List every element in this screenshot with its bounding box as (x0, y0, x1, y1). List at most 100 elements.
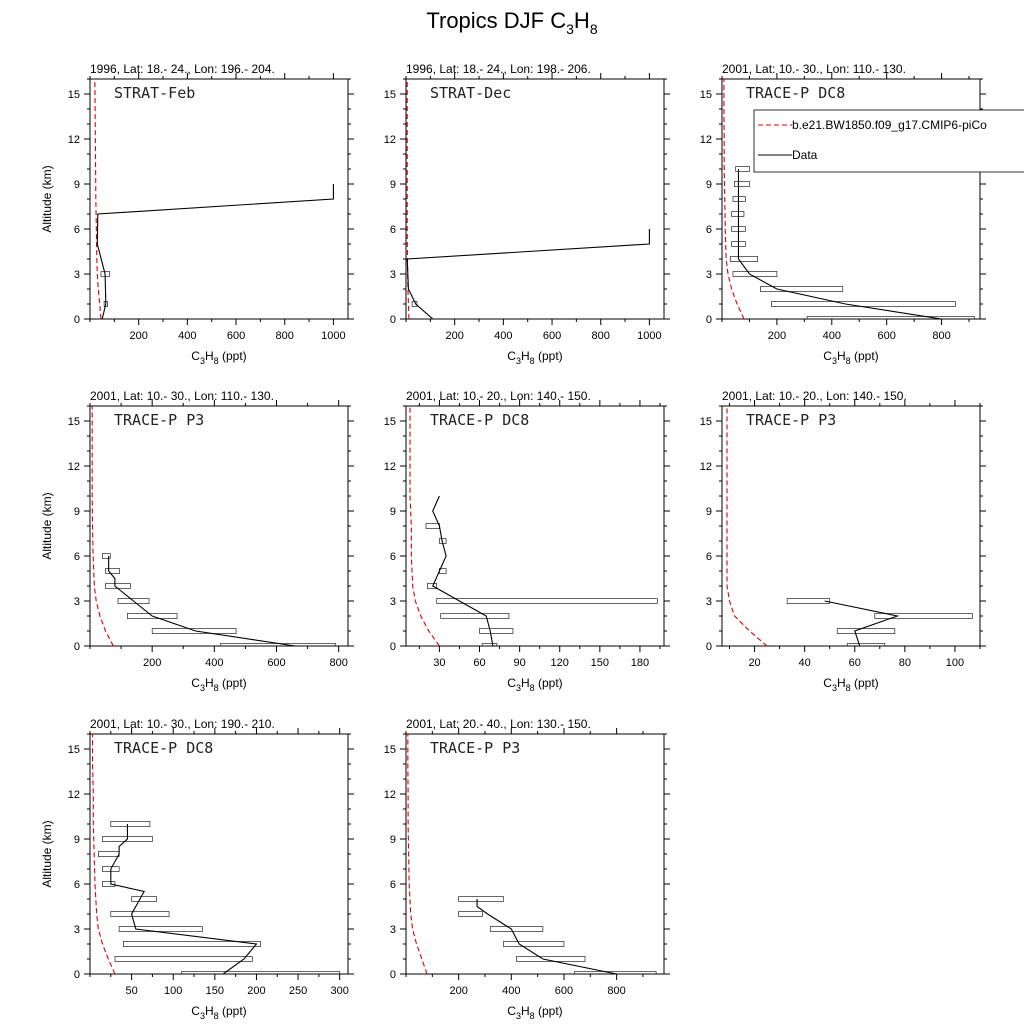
y-tick-label: 12 (384, 134, 396, 146)
x-tick-label: 800 (592, 330, 610, 342)
plot-frame (721, 405, 981, 647)
y-tick-label: 0 (706, 314, 712, 326)
plot-frame (89, 78, 349, 320)
data-line (737, 169, 942, 319)
panel-title: 1996, Lat: 18.- 24., Lon: 196.- 204. (90, 62, 275, 76)
model-line (406, 79, 410, 319)
y-tick-label: 6 (706, 224, 712, 236)
y-tick-label: 15 (384, 416, 396, 428)
y-tick-label: 12 (700, 461, 712, 473)
x-tick-label: 1000 (321, 330, 345, 342)
x-axis-label: C3H8 (ppt) (191, 1004, 246, 1021)
y-tick-label: 6 (390, 551, 396, 563)
legend-box (753, 109, 1024, 173)
x-tick-label: 90 (514, 657, 526, 669)
range-bar (503, 941, 565, 947)
panel-title: 2001, Lat: 10.- 20., Lon: 140.- 150. (406, 389, 591, 403)
range-bar (436, 598, 658, 604)
x-tick-label: 200 (129, 330, 147, 342)
x-tick-label: 30 (433, 657, 445, 669)
y-tick-label: 6 (390, 224, 396, 236)
panel-6: 2001, Lat: 10.- 20., Lon: 140.- 150. 0 3 6 9… (700, 389, 986, 693)
y-tick-label: 0 (390, 641, 396, 653)
x-tick-label: 60 (849, 657, 861, 669)
x-tick-label: 120 (551, 657, 569, 669)
y-tick-label: 15 (700, 416, 712, 428)
x-tick-label: 400 (178, 330, 196, 342)
range-bar (117, 598, 150, 604)
plot-area (406, 79, 650, 319)
y-tick-label: 9 (706, 506, 712, 518)
range-bar (98, 851, 120, 857)
y-tick-label: 0 (74, 969, 80, 981)
panel-8: 2001, Lat: 20.- 40., Lon: 130.- 150. 0 3 6 9… (384, 717, 670, 1021)
range-bar (427, 583, 438, 589)
y-axis-label: Altitude (km) (40, 165, 54, 232)
x-axis-label: C3H8 (ppt) (823, 349, 878, 366)
y-tick-label: 0 (390, 314, 396, 326)
x-tick-label: 300 (330, 985, 348, 997)
x-tick-label: 150 (206, 985, 224, 997)
x-tick-label: 20 (748, 657, 760, 669)
model-line (409, 406, 440, 646)
data-line (432, 495, 494, 646)
panel-title: 2001, Lat: 20.- 40., Lon: 130.- 150. (406, 717, 591, 731)
x-tick-label: 400 (823, 330, 841, 342)
x-tick-label: 800 (329, 657, 347, 669)
x-tick-label: 180 (631, 657, 649, 669)
x-tick-label: 250 (289, 985, 307, 997)
y-tick-label: 0 (390, 969, 396, 981)
panel-label: STRAT-Dec (430, 84, 511, 102)
range-bar (105, 583, 131, 589)
panel-label: TRACE-P DC8 (746, 84, 845, 102)
plot-frame (405, 733, 665, 975)
y-tick-label: 6 (74, 551, 80, 563)
panels: 1996, Lat: 18.- 24., Lon: 196.- 204. 0 3 6 9… (40, 62, 1024, 1021)
range-bar (846, 643, 886, 646)
range-bar (440, 613, 510, 619)
x-tick-label: 600 (543, 330, 561, 342)
y-tick-label: 3 (390, 596, 396, 608)
range-bar (458, 911, 483, 917)
y-tick-label: 0 (706, 641, 712, 653)
data-line (476, 899, 617, 974)
range-bar (574, 971, 657, 974)
x-tick-label: 800 (276, 330, 294, 342)
x-tick-label: 800 (932, 330, 950, 342)
range-bar (102, 553, 111, 559)
y-tick-label: 15 (68, 416, 80, 428)
y-tick-label: 15 (68, 744, 80, 756)
model-line (726, 406, 768, 646)
x-tick-label: 100 (946, 657, 964, 669)
x-tick-label: 400 (494, 330, 512, 342)
range-bar (151, 628, 237, 634)
range-bar (105, 568, 120, 574)
x-tick-label: 100 (164, 985, 182, 997)
data-line (824, 600, 900, 646)
x-tick-label: 80 (899, 657, 911, 669)
x-axis-label: C3H8 (ppt) (507, 349, 562, 366)
x-axis-label: C3H8 (ppt) (191, 349, 246, 366)
y-axis-label: Altitude (km) (40, 492, 54, 559)
range-bar (181, 971, 340, 974)
y-tick-label: 3 (390, 269, 396, 281)
main-title: Tropics DJF C3H8 (426, 8, 597, 37)
y-tick-label: 6 (74, 879, 80, 891)
range-bar (102, 881, 116, 887)
range-bar (836, 628, 896, 634)
y-tick-label: 9 (390, 834, 396, 846)
x-tick-label: 400 (205, 657, 223, 669)
x-tick-label: 600 (555, 985, 573, 997)
x-tick-label: 600 (267, 657, 285, 669)
y-tick-label: 15 (700, 89, 712, 101)
plot-area (407, 734, 657, 974)
range-bar (114, 956, 253, 962)
data-line (108, 556, 296, 646)
y-tick-label: 6 (74, 224, 80, 236)
range-bar (425, 523, 440, 529)
range-bar (127, 613, 178, 619)
y-tick-label: 12 (68, 461, 80, 473)
x-tick-label: 1000 (637, 330, 661, 342)
range-bar (734, 181, 750, 187)
plot-area (409, 406, 658, 646)
